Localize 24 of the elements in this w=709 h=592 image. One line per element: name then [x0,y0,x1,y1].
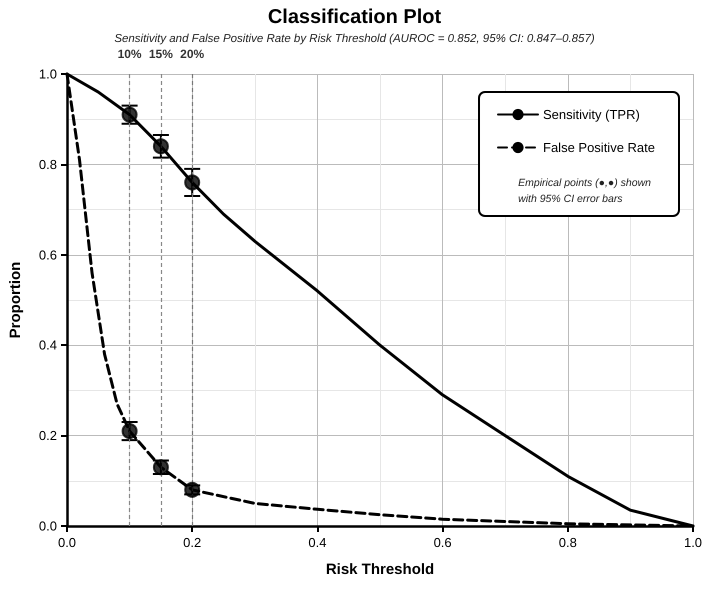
x-tick-label: 0.8 [558,535,577,550]
y-tick-label: 0.6 [38,247,57,262]
chart-title: Classification Plot [268,6,442,28]
x-tick-label: 0.6 [434,535,452,550]
ref-line-label: 10% [118,47,142,61]
x-axis-title: Risk Threshold [326,561,434,578]
x-tick-label: 1.0 [684,535,702,550]
y-axis-title: Proportion [7,262,24,338]
point [184,174,200,190]
ref-line-label: 15% [148,47,174,61]
chart-subtitle: Sensitivity and False Positive Rate by Risk Threshold (AUROC = 0.852, 95% CI: 0.847–0.857) [114,33,595,45]
x-tick-label: 0.4 [308,535,326,550]
x-tick-label: 0.2 [183,535,202,550]
x-tick-label: 0.0 [58,535,76,550]
y-tick-label: 1.0 [38,66,57,82]
annotation: Empirical points (●,●) shown with 95% CI error bars [518,177,652,205]
point [152,138,169,154]
y-tick-label: 0.8 [38,156,57,172]
y-tick-label: 0.2 [38,428,57,444]
legend-label: False Positive Rate [543,140,656,155]
legend-label: Sensitivity (TPR) [543,107,640,122]
y-tick-label: 0.0 [38,518,57,534]
ref-line-label: 20% [180,47,205,61]
y-tick-label: 0.4 [38,338,57,353]
